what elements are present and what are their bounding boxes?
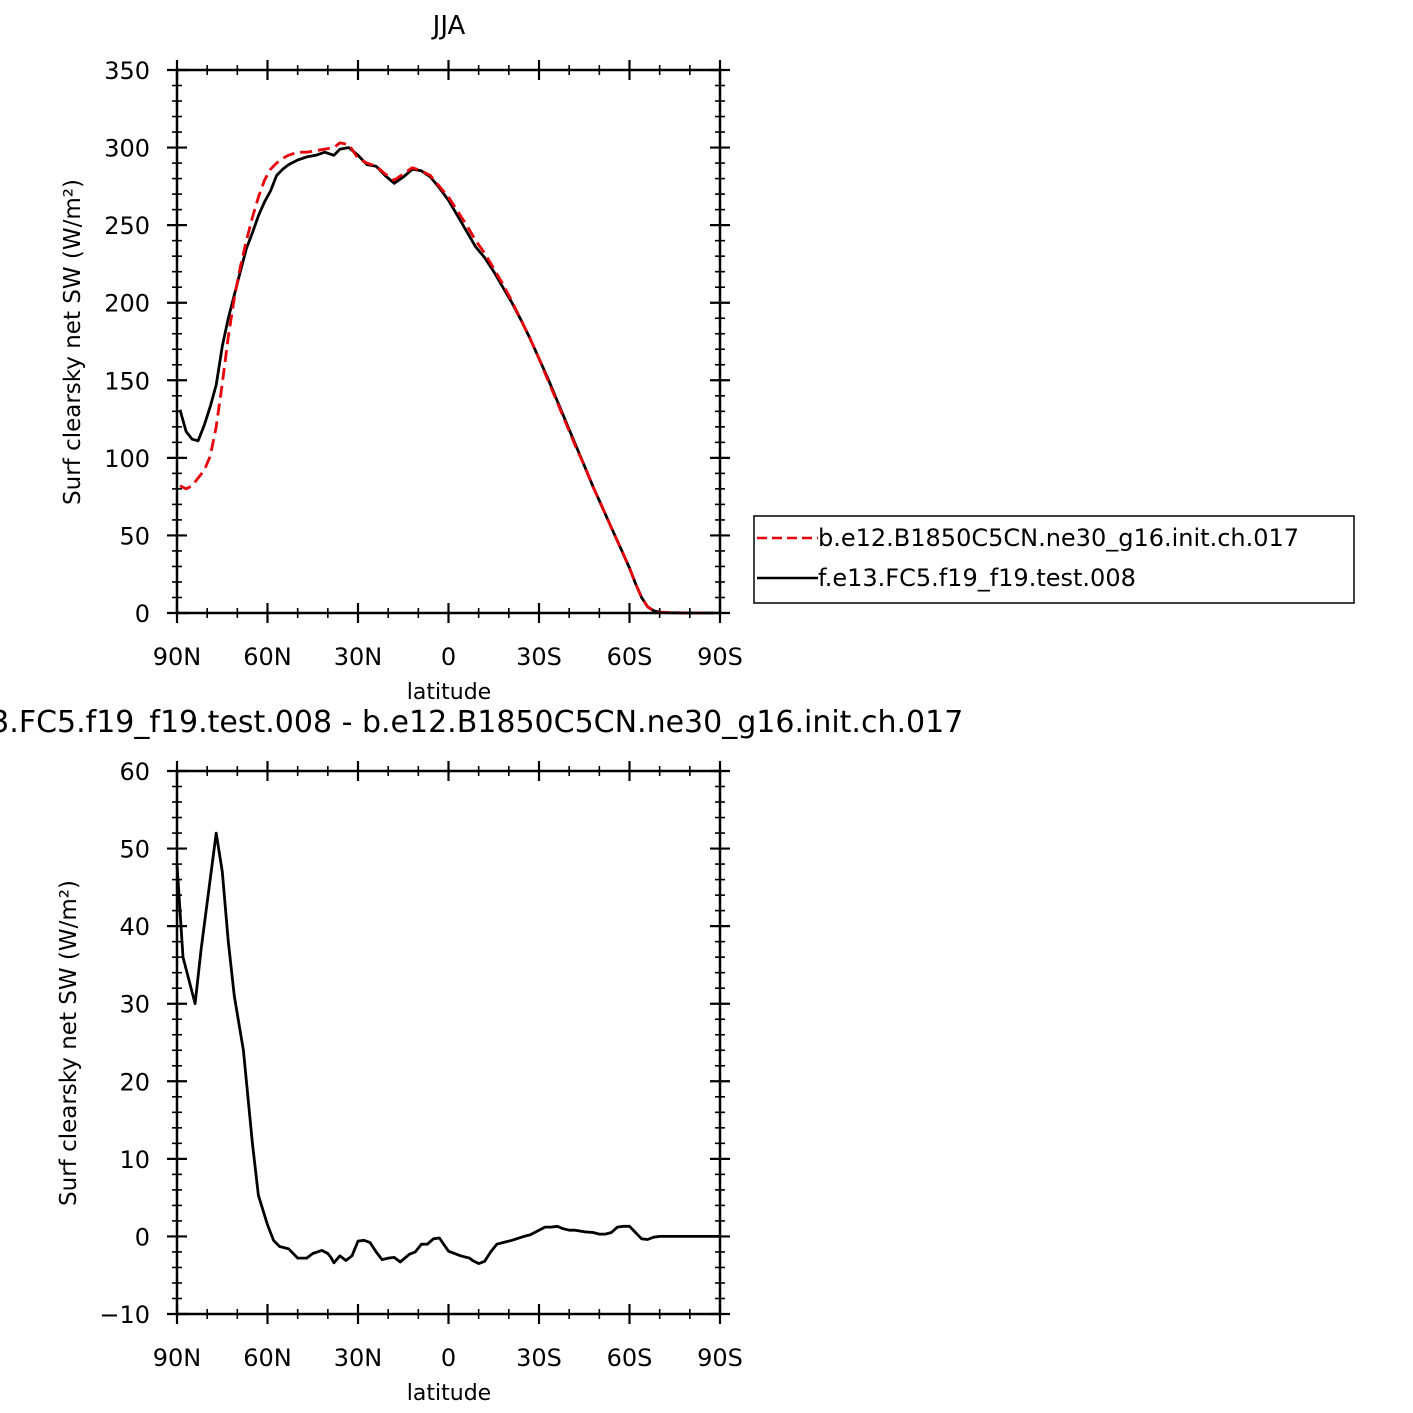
y-tick-label: 0	[135, 600, 150, 628]
x-tick-label: 60N	[243, 643, 292, 671]
bottom-chart-x-axis-label: latitude	[407, 1381, 491, 1406]
bottom-chart-x-tick-labels: 90N 60N 30N 0 30S 60S 90S	[153, 1344, 743, 1372]
y-tick-label: 50	[119, 836, 150, 864]
bottom-chart-ticks	[167, 761, 730, 1324]
x-tick-label: 30S	[516, 1344, 562, 1372]
top-chart-y-axis-label: Surf clearsky net SW (W/m²)	[60, 179, 86, 505]
y-tick-label: 40	[119, 913, 150, 941]
y-tick-label: 30	[119, 991, 150, 1019]
x-tick-label: 90N	[153, 643, 202, 671]
x-tick-label: 60N	[243, 1344, 292, 1372]
legend-label-series-2: f.e13.FC5.f19_f19.test.008	[818, 564, 1136, 592]
y-tick-label: −10	[99, 1301, 150, 1329]
series-line-black-solid	[178, 146, 714, 615]
y-tick-label: 250	[104, 212, 150, 240]
bottom-chart-y-tick-labels: −10 0 10 20 30 40 50 60	[99, 758, 150, 1329]
x-tick-label: 60S	[607, 643, 653, 671]
y-tick-label: 300	[104, 135, 150, 163]
x-tick-label: 30N	[334, 1344, 383, 1372]
legend-label-series-1: b.e12.B1850C5CN.ne30_g16.init.ch.017	[818, 524, 1299, 552]
y-tick-label: 100	[104, 445, 150, 473]
bottom-chart: f.e13.FC5.f19_f19.test.008 - b.e12.B1850…	[0, 705, 963, 1406]
top-chart-x-axis-label: latitude	[407, 680, 491, 705]
x-tick-label: 90S	[697, 643, 743, 671]
x-tick-label: 0	[441, 643, 456, 671]
series-line-black-solid	[175, 831, 720, 1265]
bottom-chart-title: f.e13.FC5.f19_f19.test.008 - b.e12.B1850…	[0, 705, 963, 740]
top-chart-title: JJA	[431, 11, 466, 41]
legend: b.e12.B1850C5CN.ne30_g16.init.ch.017 f.e…	[753, 515, 1355, 604]
y-tick-label: 0	[135, 1223, 150, 1251]
top-chart-frame	[175, 68, 722, 615]
x-tick-label: 30S	[516, 643, 562, 671]
x-tick-label: 60S	[607, 1344, 653, 1372]
x-tick-label: 90S	[697, 1344, 743, 1372]
top-chart-series-group	[178, 141, 714, 615]
top-chart-y-tick-labels: 0 50 100 150 200 250 300 350	[104, 57, 150, 628]
y-tick-label: 60	[119, 758, 150, 786]
bottom-chart-frame	[175, 769, 722, 1316]
y-tick-label: 200	[104, 290, 150, 318]
y-tick-label: 20	[119, 1068, 150, 1096]
y-tick-label: 50	[119, 522, 150, 550]
y-tick-label: 150	[104, 367, 150, 395]
top-chart: JJA 0 50 100 150 200 250 300 350 90N 60N 30N 0 30S 6…	[60, 11, 1355, 705]
top-chart-x-tick-labels: 90N 60N 30N 0 30S 60S 90S	[153, 643, 743, 671]
y-tick-label: 350	[104, 57, 150, 85]
x-tick-label: 30N	[334, 643, 383, 671]
y-tick-label: 10	[119, 1146, 150, 1174]
x-tick-label: 0	[441, 1344, 456, 1372]
bottom-chart-series-group	[175, 831, 720, 1265]
top-chart-ticks	[167, 60, 730, 623]
bottom-chart-y-axis-label: Surf clearsky net SW (W/m²)	[56, 880, 82, 1206]
x-tick-label: 90N	[153, 1344, 202, 1372]
legend-box	[753, 515, 1355, 604]
